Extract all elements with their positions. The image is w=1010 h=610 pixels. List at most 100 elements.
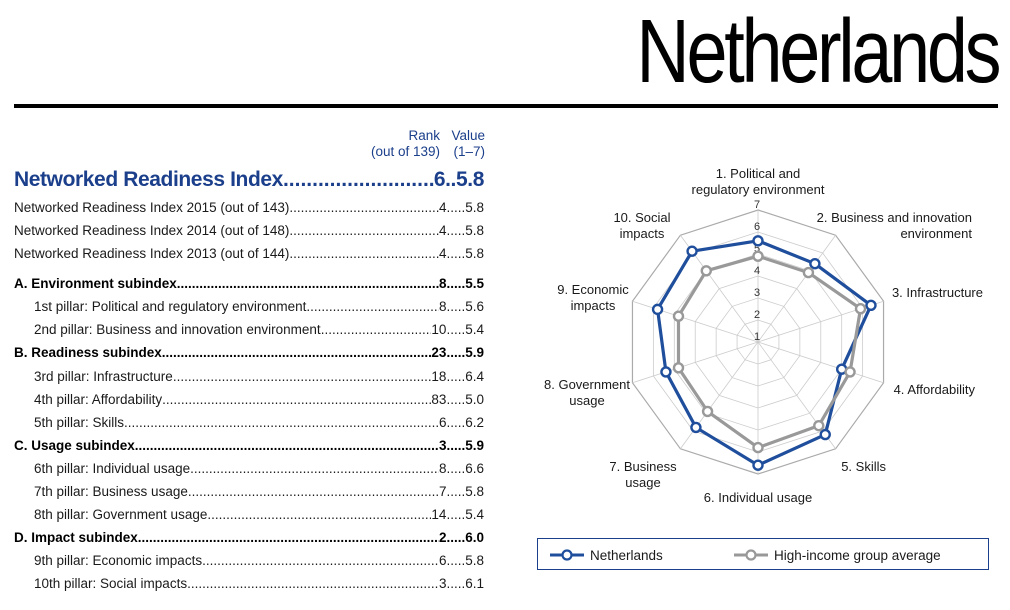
table-row: 5th pillar: Skills 6.....6.2 — [14, 415, 484, 437]
axis-label: impacts — [571, 298, 616, 313]
value-header-label: Value — [451, 128, 485, 143]
table-row: 9th pillar: Economic impacts 6.....5.8 — [14, 553, 484, 575]
row-rank: 6 — [433, 168, 446, 191]
leader-dots — [162, 392, 431, 407]
leader-dots: ..... — [446, 507, 466, 522]
leader-dots: .. — [445, 168, 456, 191]
leader-dots — [283, 168, 434, 192]
leader-dots — [177, 276, 439, 291]
row-rank: 23 — [431, 345, 447, 360]
leader-dots — [202, 553, 439, 568]
leader-dots: ..... — [446, 299, 466, 314]
data-point — [844, 366, 856, 378]
row-value: 5.5 — [465, 276, 484, 291]
row-value: 6.6 — [465, 461, 484, 476]
row-value: 5.8 — [465, 553, 484, 568]
axis-label: 9. Economic — [557, 282, 629, 297]
row-value: 5.8 — [465, 200, 484, 215]
country-title: Netherlands — [636, 2, 1001, 102]
table-row: Networked Readiness Index 2014 (out of 1… — [14, 223, 484, 245]
row-label: D. Impact subindex — [14, 530, 138, 545]
row-rank: 6 — [438, 415, 447, 430]
data-point — [809, 257, 821, 270]
row-label: A. Environment subindex — [14, 276, 177, 291]
table-row: A. Environment subindex 8.....5.5 — [14, 276, 484, 298]
row-value: 6.2 — [465, 415, 484, 430]
row-label: C. Usage subindex — [14, 438, 135, 453]
table-row: 2nd pillar: Business and innovation envi… — [14, 322, 484, 344]
leader-dots: ..... — [446, 415, 466, 430]
axis-label: 1. Political and — [716, 166, 801, 181]
row-value: 5.6 — [465, 299, 484, 314]
row-rank: 4 — [438, 246, 447, 261]
leader-dots — [162, 345, 432, 360]
row-rank: 3 — [438, 576, 447, 591]
axis-spoke — [680, 341, 759, 450]
leader-dots — [321, 322, 432, 337]
legend-marker-high-income — [734, 549, 768, 561]
row-value: 5.8 — [465, 246, 484, 261]
rank-header-sub: (out of 139) — [370, 144, 440, 159]
row-value: 6.0 — [465, 530, 484, 545]
row-label: 10th pillar: Social impacts — [34, 576, 188, 591]
data-point — [819, 428, 831, 441]
row-rank: 10 — [431, 322, 447, 337]
leader-dots — [289, 246, 439, 261]
leader-dots: ..... — [446, 438, 466, 453]
row-value: 6.4 — [465, 369, 484, 384]
row-label: 3rd pillar: Infrastructure — [34, 369, 173, 384]
tick-label: 5 — [754, 243, 760, 255]
table-row: Networked Readiness Index 2015 (out of 1… — [14, 200, 484, 222]
table-row: 4th pillar: Affordability 83.....5.0 — [14, 392, 484, 414]
leader-dots — [306, 299, 439, 314]
tick-label: 6 — [754, 221, 760, 233]
tick-label: 7 — [754, 199, 760, 211]
data-point — [752, 250, 764, 262]
row-label: 4th pillar: Affordability — [34, 392, 163, 407]
rank-header-label: Rank — [408, 128, 440, 143]
axis-label: 7. Business — [609, 459, 677, 474]
data-point — [813, 419, 825, 432]
row-value: 5.8 — [456, 168, 484, 191]
leader-dots: ..... — [446, 553, 466, 568]
series-line-netherlands — [655, 239, 873, 467]
data-point — [686, 245, 698, 257]
axis-label: usage — [625, 475, 660, 490]
axis-label: impacts — [620, 226, 665, 241]
row-label: 7th pillar: Business usage — [34, 484, 188, 499]
axis-label: 10. Social — [613, 210, 670, 225]
row-value: 6.1 — [465, 576, 484, 591]
legend-item-high-income: High-income group average — [734, 539, 941, 571]
row-rank: 2 — [438, 530, 447, 545]
leader-dots: ..... — [446, 530, 466, 545]
row-value: 5.9 — [465, 438, 484, 453]
row-label: 2nd pillar: Business and innovation envi… — [34, 322, 321, 337]
row-label: Networked Readiness Index 2015 (out of 1… — [14, 200, 290, 215]
data-point — [865, 299, 877, 311]
axis-label: 6. Individual usage — [704, 490, 812, 505]
data-point — [672, 362, 685, 374]
leader-dots — [173, 369, 432, 384]
leader-dots — [138, 530, 439, 545]
leader-dots: ..... — [446, 392, 466, 407]
data-point — [802, 266, 815, 279]
leader-dots: ..... — [446, 322, 466, 337]
axis-spoke — [757, 234, 836, 343]
row-label: 9th pillar: Economic impacts — [34, 553, 203, 568]
axis-label: usage — [569, 393, 604, 408]
leader-dots: ..... — [446, 576, 466, 591]
row-rank: 7 — [438, 484, 447, 499]
chart-legend: Netherlands High-income group average — [537, 538, 989, 570]
leader-dots: ..... — [446, 369, 466, 384]
axis-label: regulatory environment — [692, 182, 825, 197]
leader-dots — [124, 415, 439, 430]
leader-dots — [207, 507, 431, 522]
row-value: 5.4 — [465, 507, 484, 522]
leader-dots: ..... — [446, 345, 466, 360]
table-row: 6th pillar: Individual usage 8.....6.6 — [14, 461, 484, 483]
row-rank: 4 — [438, 223, 447, 238]
legend-label-high-income: High-income group average — [774, 547, 941, 563]
data-point — [660, 366, 672, 378]
table-row: Networked Readiness Index 2013 (out of 1… — [14, 246, 484, 268]
leader-dots: ..... — [446, 246, 466, 261]
